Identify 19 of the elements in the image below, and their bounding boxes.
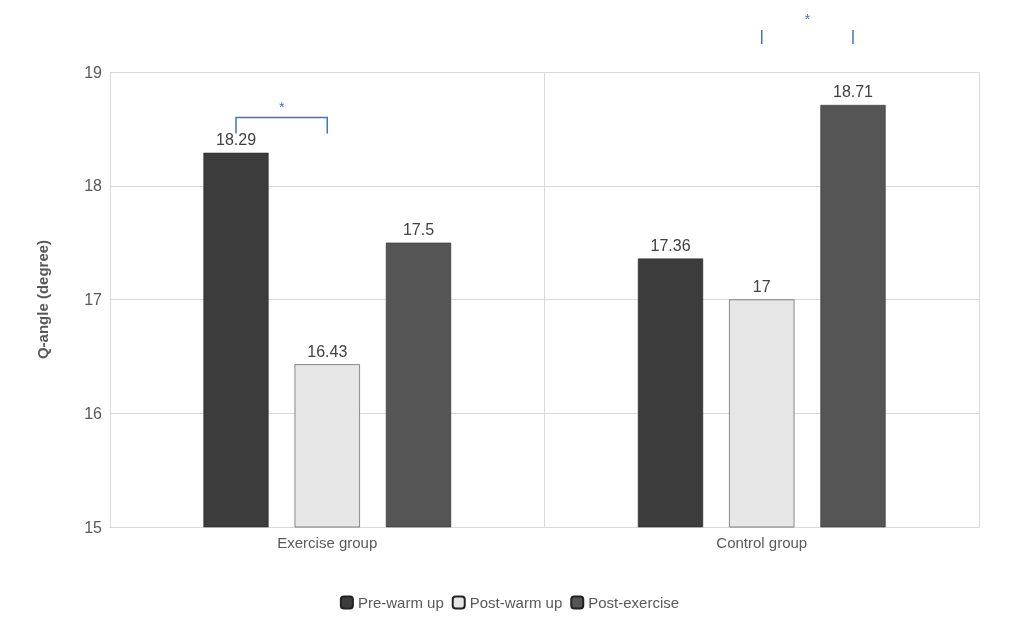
- data-label: 18.71: [832, 83, 874, 101]
- y-axis-title: Q-angle (degree): [34, 239, 51, 360]
- y-tick-label: 19: [84, 63, 103, 81]
- y-tick-label: 18: [84, 177, 103, 195]
- legend-label: Post-warm up: [469, 594, 563, 611]
- annotation: *: [278, 98, 285, 115]
- y-tick-label: 15: [84, 518, 103, 536]
- x-tick-label: Exercise group: [277, 534, 378, 551]
- y-tick-label: 17: [84, 291, 103, 308]
- data-label: 16.43: [307, 342, 348, 360]
- data-label: 17.5: [402, 221, 435, 239]
- legend-label: Pre-warm up: [357, 594, 444, 611]
- x-tick-label: Control group: [716, 534, 808, 551]
- y-tick-label: 16: [84, 404, 103, 422]
- legend-label: Post-exercise: [588, 594, 680, 611]
- data-label: 17: [752, 278, 771, 295]
- text: *: [804, 11, 811, 27]
- data-label: 18.29: [215, 131, 257, 149]
- data-label: 17.36: [650, 237, 691, 255]
